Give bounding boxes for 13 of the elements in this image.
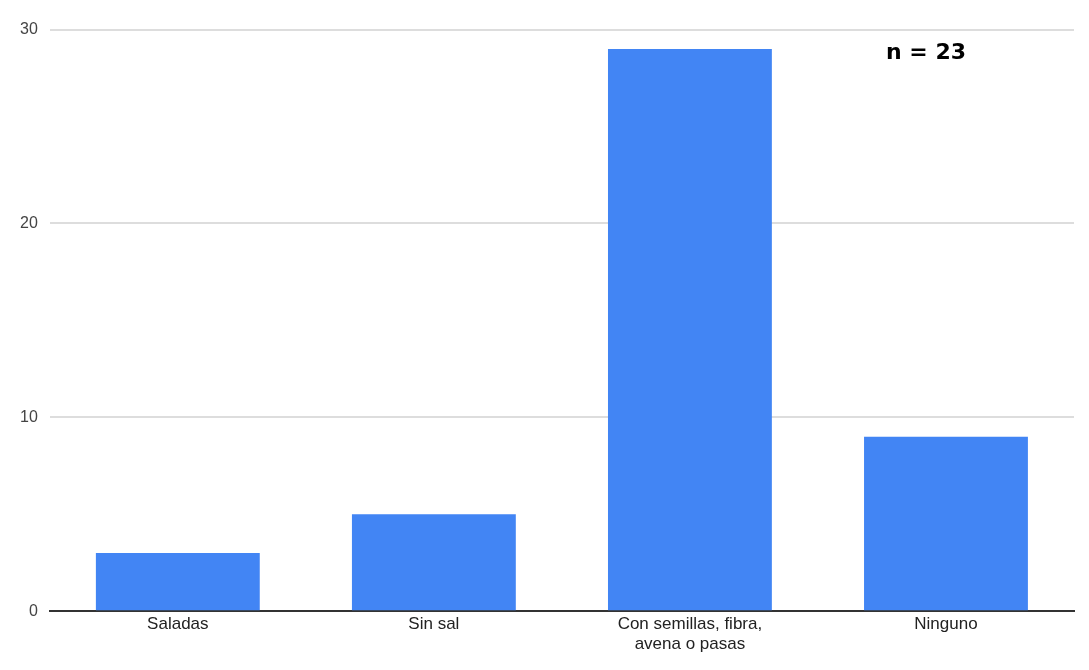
bar bbox=[864, 436, 1028, 611]
bar bbox=[607, 48, 772, 611]
y-tick-label: 20 bbox=[20, 213, 38, 231]
y-tick-label: 30 bbox=[20, 20, 38, 38]
x-tick-label: Con semillas, fibra, avena o pasas bbox=[617, 614, 763, 654]
y-tick-label: 10 bbox=[20, 407, 38, 425]
annotation: n = 23 bbox=[885, 39, 967, 65]
x-tick-label: Sin sal bbox=[408, 614, 460, 634]
x-tick-label: Ninguno bbox=[914, 614, 978, 634]
bar bbox=[95, 553, 260, 611]
y-tick-label: 0 bbox=[28, 601, 38, 619]
bar bbox=[351, 514, 516, 611]
x-tick-label: Saladas bbox=[147, 614, 209, 634]
